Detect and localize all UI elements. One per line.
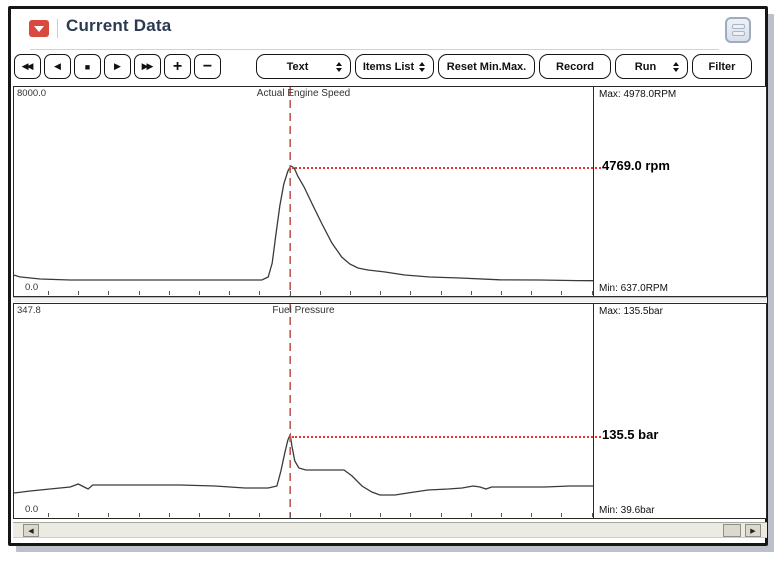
items-list-dropdown[interactable]: Items List [355,54,434,79]
scroll-left-icon: ◀ [28,527,34,535]
title-menu-icon[interactable] [29,20,49,37]
text-dropdown[interactable]: Text [256,54,351,79]
updown-arrows-icon [419,61,425,72]
run-dropdown[interactable]: Run [615,54,688,79]
play-button[interactable]: ▶ [104,54,131,79]
engine-speed-min-label: Min: 637.0RPM [599,283,668,294]
engine-speed-max-label: Max: 4978.0RPM [599,89,677,100]
filter-label: Filter [708,60,736,73]
playback-toolbar: ◀◀ ◀ ■ ▶ ▶▶ + − [14,54,221,79]
record-label: Record [556,60,594,73]
updown-arrows-icon [336,61,342,72]
chevron-down-icon [34,26,44,32]
header-divider [57,19,58,38]
chart-engine-speed: 8000.0 Actual Engine Speed 0.0 Max: 4978… [13,86,767,297]
engine-speed-curve [14,87,593,296]
run-dropdown-label: Run [634,60,657,73]
page-title: Current Data [66,16,172,35]
fuel-pressure-plot-area[interactable]: 347.8 Fuel Pressure 0.0 [14,304,593,518]
zoom-out-button[interactable]: − [194,54,221,79]
fuel-pressure-max-label: Max: 135.5bar [599,306,663,317]
reset-minmax-button[interactable]: Reset Min.Max. [438,54,535,79]
engine-speed-cursor-value: 4769.0 rpm [602,158,670,173]
window-restore-icon [731,24,745,29]
window-restore-button[interactable] [725,17,751,43]
reset-minmax-label: Reset Min.Max. [446,60,527,73]
fuel-pressure-curve [14,304,593,518]
fast-forward-icon: ▶▶ [141,61,154,71]
fuel-pressure-x-ticks [14,512,593,518]
chart-splitter[interactable] [13,297,767,303]
engine-speed-stats-panel: Max: 4978.0RPM Min: 637.0RPM [594,87,766,296]
scrollbar-thumb[interactable] [723,524,741,537]
window-restore-icon [731,31,745,36]
plus-icon: + [172,57,183,75]
fast-forward-button[interactable]: ▶▶ [134,54,161,79]
engine-speed-panel-divider [593,87,594,296]
engine-speed-x-ticks [14,290,593,296]
items-list-dropdown-label: Items List [362,60,415,73]
play-icon: ▶ [114,61,121,71]
fuel-pressure-marker-line [292,435,602,438]
step-back-icon: ◀ [54,61,61,71]
rewind-button[interactable]: ◀◀ [14,54,41,79]
chart-fuel-pressure: 347.8 Fuel Pressure 0.0 Max: 135.5bar Mi… [13,303,767,519]
fuel-pressure-cursor-value: 135.5 bar [602,426,659,442]
header-rule [30,49,719,50]
stop-icon: ■ [84,61,91,72]
fuel-pressure-panel-divider [593,304,594,518]
horizontal-scrollbar[interactable]: ◀ ▶ [13,522,767,538]
zoom-in-button[interactable]: + [164,54,191,79]
fuel-pressure-title: Fuel Pressure [272,305,335,316]
rewind-icon: ◀◀ [21,61,34,71]
scroll-right-button[interactable]: ▶ [745,524,761,537]
fuel-pressure-scale-min: 0.0 [25,504,39,515]
engine-speed-marker-line [292,167,602,169]
scroll-right-icon: ▶ [750,527,756,535]
engine-speed-plot-area[interactable]: 8000.0 Actual Engine Speed 0.0 [14,87,593,296]
stop-button[interactable]: ■ [74,54,101,79]
step-back-button[interactable]: ◀ [44,54,71,79]
record-button[interactable]: Record [539,54,611,79]
text-dropdown-label: Text [286,60,309,73]
filter-button[interactable]: Filter [692,54,752,79]
engine-speed-scale-max: 8000.0 [17,88,47,99]
fuel-pressure-min-label: Min: 39.6bar [599,505,655,516]
current-data-window: Current Data ◀◀ ◀ ■ ▶ ▶▶ + − Text Items … [8,6,768,546]
fuel-pressure-stats-panel: Max: 135.5bar Min: 39.6bar [594,304,766,518]
scroll-left-button[interactable]: ◀ [23,524,39,537]
updown-arrows-icon [673,61,679,72]
fuel-pressure-scale-max: 347.8 [17,305,41,316]
minus-icon: − [202,57,213,75]
engine-speed-title: Actual Engine Speed [256,88,351,99]
engine-speed-scale-min: 0.0 [25,282,39,293]
main-toolbar: Text Items List Reset Min.Max. Record Ru… [256,54,752,79]
